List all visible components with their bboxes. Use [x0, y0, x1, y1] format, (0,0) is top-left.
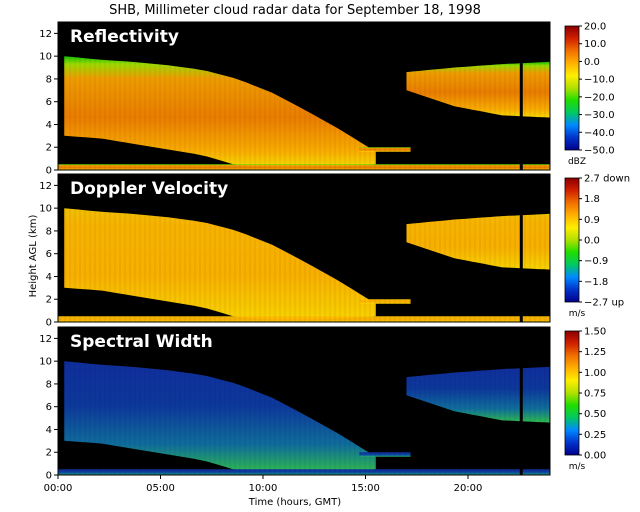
y-tick-label: 2 [46, 448, 52, 459]
colorbar-tick-label: 0.0 [584, 236, 600, 247]
doppler-velocity-main-cloud-deck [64, 208, 376, 320]
colorbar-tick-label: 1.25 [584, 347, 606, 358]
reflectivity-colorbar [564, 25, 580, 151]
panels: Reflectivity02468101220.010.00.0−10.0−20… [39, 21, 630, 482]
y-tick-label: 4 [46, 120, 52, 131]
spectral-width-evening-upper-cloud [406, 366, 550, 423]
panel-title: Spectral Width [70, 332, 213, 352]
colorbar-tick-label: 2.7 down [584, 174, 630, 185]
x-tick-label: 10:00 [249, 483, 278, 494]
x-ticks: 00:00 05:00 10:00 15:00 20:00 [44, 475, 483, 494]
reflectivity-low-cloud-layer [359, 147, 411, 152]
y-tick-label: 4 [46, 272, 52, 283]
y-tick-label: 12 [39, 181, 52, 192]
y-tick-label: 10 [39, 357, 52, 368]
x-tick-label: 15:00 [351, 483, 380, 494]
colorbar-tick-label: −1.8 [584, 277, 608, 288]
colorbar-tick-label: −0.9 [584, 256, 608, 267]
colorbar-tick-label: 0.9 [584, 215, 600, 226]
y-tick-label: 8 [46, 74, 52, 85]
colorbar-unit: m/s [569, 462, 586, 472]
x-tick-label: 05:00 [146, 483, 175, 494]
x-axis-label: Time (hours, GMT) [248, 497, 342, 508]
y-tick-label: 0 [46, 318, 52, 329]
spectral-width-low-cloud-layer [359, 452, 411, 457]
colorbar-tick-label: −40.0 [584, 128, 615, 139]
colorbar-tick-label: −20.0 [584, 92, 615, 103]
colorbar-tick-label: 0.75 [584, 389, 606, 400]
y-tick-label: 8 [46, 226, 52, 237]
colorbar-tick-label: 0.50 [584, 409, 606, 420]
y-tick-label: 10 [39, 52, 52, 63]
colorbar-tick-label: 20.0 [584, 22, 606, 33]
reflectivity-surface-echo [58, 164, 550, 170]
y-tick-label: 10 [39, 204, 52, 215]
y-tick-label: 6 [46, 97, 52, 108]
y-tick-label: 0 [46, 471, 52, 482]
doppler-velocity-frame [57, 173, 551, 323]
colorbar-tick-label: −50.0 [584, 146, 615, 157]
colorbar-tick-label: −10.0 [584, 75, 615, 86]
colorbar-tick-label: 1.50 [584, 327, 606, 338]
y-tick-label: 0 [46, 166, 52, 177]
colorbar-tick-label: 1.00 [584, 368, 606, 379]
doppler-velocity-colorbar [564, 177, 580, 303]
y-tick-label: 4 [46, 425, 52, 436]
x-tick-label: 20:00 [454, 483, 483, 494]
x-tick-label: 00:00 [44, 483, 73, 494]
colorbar-unit: m/s [569, 309, 586, 319]
y-tick-label: 2 [46, 143, 52, 154]
y-tick-label: 6 [46, 402, 52, 413]
colorbar-tick-label: 0.0 [584, 57, 600, 68]
spectral-width-surface-echo [58, 469, 550, 475]
y-axis-label: Height AGL (km) [28, 215, 39, 298]
y-tick-label: 2 [46, 295, 52, 306]
colorbar-tick-label: −30.0 [584, 110, 615, 121]
y-tick-label: 12 [39, 29, 52, 40]
colorbar-tick-label: 0.25 [584, 430, 606, 441]
chart-title: SHB, Millimeter cloud radar data for Sep… [109, 3, 481, 18]
reflectivity-main-cloud-deck [64, 56, 376, 168]
doppler-velocity-surface-echo [58, 316, 550, 322]
colorbar-tick-label: 0.00 [584, 451, 606, 462]
spectral-width-colorbar [564, 330, 580, 456]
spectral-width-main-cloud-deck [64, 361, 376, 473]
y-tick-label: 6 [46, 249, 52, 260]
doppler-velocity-evening-upper-cloud [406, 213, 550, 270]
doppler-velocity-low-cloud-layer [359, 299, 411, 304]
panel-title: Doppler Velocity [70, 179, 228, 199]
colorbar-tick-label: −2.7 up [584, 298, 624, 309]
y-tick-label: 12 [39, 334, 52, 345]
colorbar-tick-label: 1.8 [584, 194, 600, 205]
panel-title: Reflectivity [70, 27, 179, 47]
reflectivity-evening-upper-cloud [406, 61, 550, 118]
spectral-width-frame [57, 326, 551, 476]
reflectivity-frame [57, 21, 551, 171]
colorbar-unit: dBZ [568, 157, 586, 167]
colorbar-tick-label: 10.0 [584, 39, 606, 50]
y-tick-label: 8 [46, 379, 52, 390]
